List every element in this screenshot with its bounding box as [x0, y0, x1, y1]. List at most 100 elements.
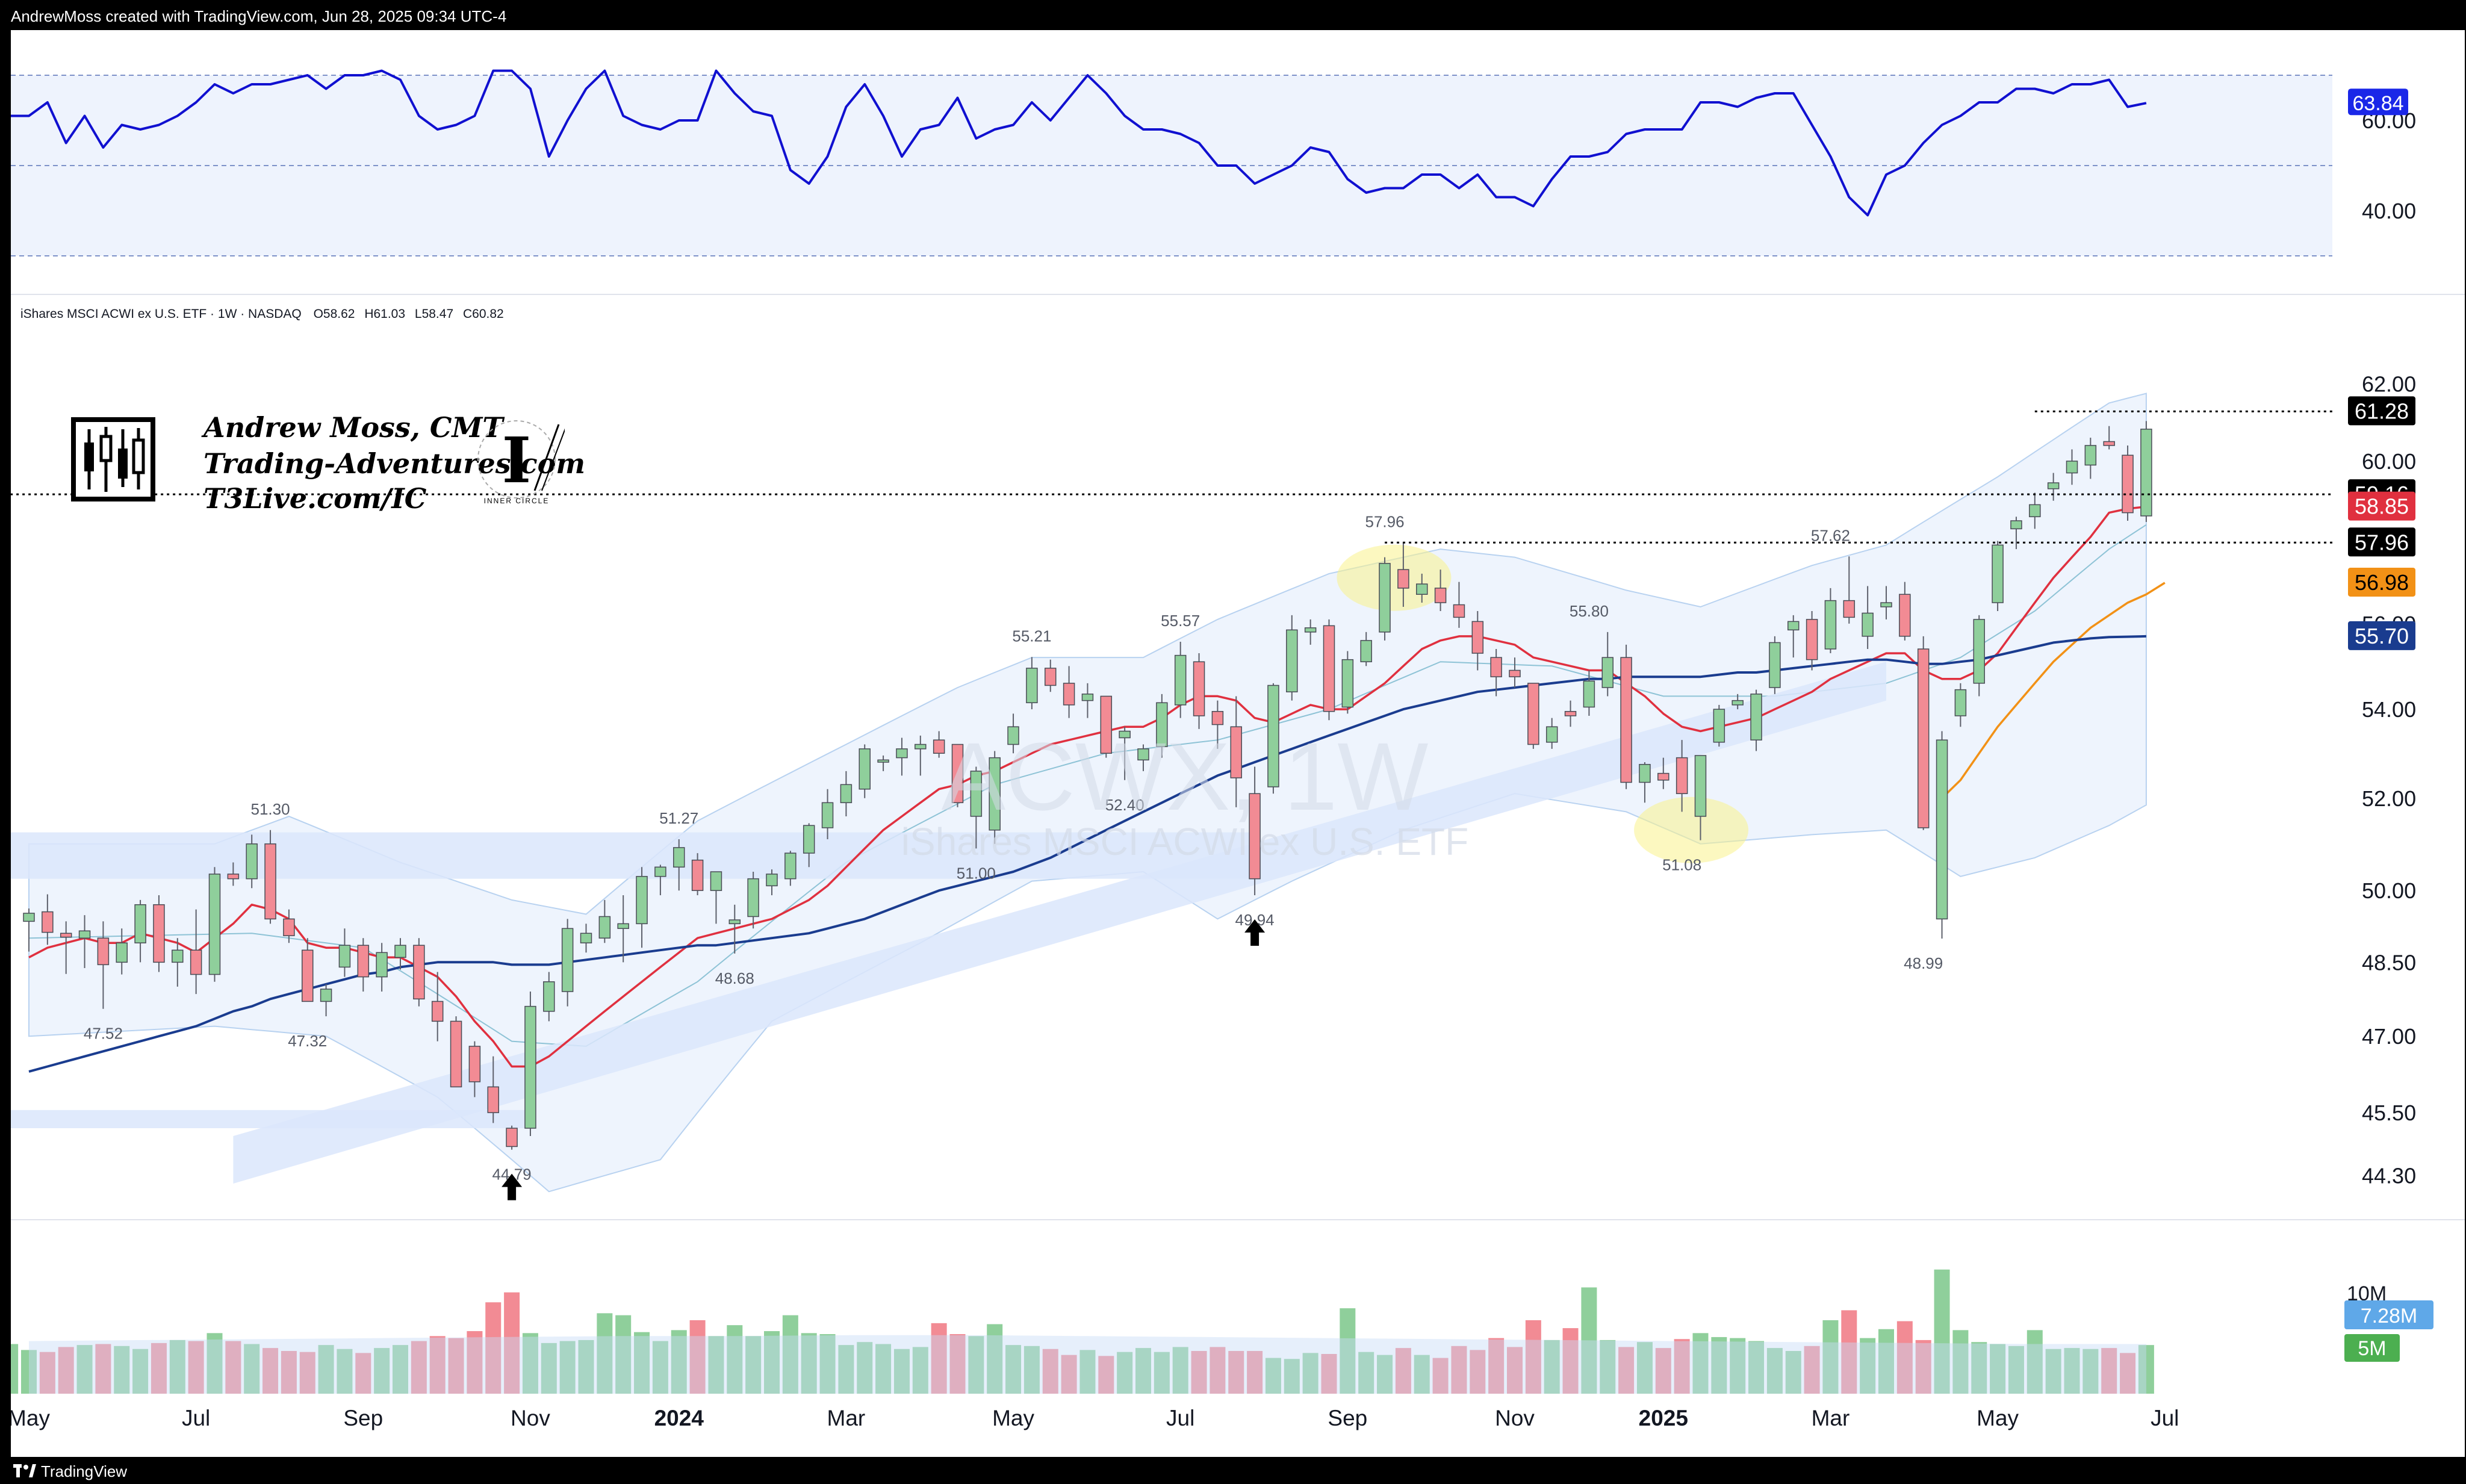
volume-current-badge — [2344, 1300, 2433, 1329]
price-annotation: 55.57 — [1161, 612, 1200, 630]
bottom-bar: TradingView — [0, 1457, 2466, 1484]
volume-bar — [1934, 1269, 1950, 1394]
candle-body — [951, 744, 964, 804]
time-tick-label: Jul — [2151, 1406, 2179, 1430]
volume-bar — [987, 1324, 1003, 1394]
volume-bar — [2082, 1349, 2099, 1394]
volume-bar — [1711, 1337, 1727, 1394]
volume-bar — [467, 1331, 483, 1394]
volume-bar — [931, 1323, 947, 1394]
candle-body — [302, 949, 314, 1002]
chart-svg[interactable]: 51.3047.5247.3244.7951.2748.6851.0052.40… — [11, 30, 2465, 1457]
volume-bar — [1785, 1351, 1801, 1394]
volume-bar — [689, 1320, 706, 1394]
candle-body — [1379, 563, 1391, 633]
inner-circle-logo-icon: I INNER CIRCLE — [468, 406, 565, 515]
volume-bar — [225, 1341, 241, 1394]
price-pane[interactable]: 51.3047.5247.3244.7951.2748.6851.0052.40… — [11, 393, 2332, 1200]
rsi-line — [11, 69, 2147, 217]
volume-bar — [1135, 1348, 1151, 1394]
candle-body — [1360, 640, 1372, 662]
candle-body — [915, 744, 927, 750]
candle-body — [1007, 726, 1019, 745]
price-tick-label: 60.00 — [2362, 449, 2416, 474]
volume-bar — [1340, 1308, 1356, 1394]
volume-bar — [2045, 1349, 2061, 1394]
volume-bar — [912, 1347, 928, 1394]
volume-bar — [1636, 1342, 1653, 1394]
volume-bar — [485, 1302, 502, 1394]
volume-bar — [1952, 1330, 1969, 1394]
rsi-current-badge — [2348, 88, 2408, 116]
candle-body — [1137, 748, 1149, 761]
candle-body — [2084, 445, 2097, 466]
rsi-pane[interactable] — [11, 69, 2332, 256]
rsi-current-label: 63.84 — [2352, 92, 2403, 115]
candle-body — [78, 930, 91, 939]
volume-bar — [652, 1341, 668, 1394]
candle-body — [877, 759, 889, 763]
candle-body — [246, 843, 258, 880]
chart-frame[interactable]: 51.3047.5247.3244.7951.2748.6851.0052.40… — [11, 30, 2465, 1457]
volume-current-label: 7.28M — [2361, 1305, 2418, 1327]
candle-body — [784, 852, 797, 880]
candle-body — [1583, 680, 1595, 708]
volume-bar — [782, 1315, 798, 1394]
volume-bar — [1191, 1351, 1207, 1394]
volume-bar — [1414, 1355, 1430, 1394]
volume-bar — [1507, 1347, 1523, 1394]
candle-body — [561, 928, 574, 992]
time-tick-label: Jul — [1166, 1406, 1194, 1430]
trend-channel — [233, 662, 1887, 1184]
candle-body — [1286, 629, 1298, 692]
volume-bar — [411, 1341, 427, 1394]
volume-bar — [58, 1347, 74, 1394]
volume-bar — [541, 1343, 557, 1394]
top-attribution-bar: AndrewMoss created with TradingView.com,… — [0, 0, 2466, 30]
volume-bar — [393, 1345, 408, 1394]
candle-body — [1434, 588, 1447, 603]
volume-ma-label: 5M — [2358, 1337, 2386, 1360]
volume-bar — [615, 1315, 632, 1394]
candle-body — [543, 981, 555, 1012]
volume-bar — [801, 1333, 817, 1394]
price-annotation: 47.52 — [84, 1025, 123, 1043]
candle-body — [1304, 627, 1317, 633]
volume-bar — [893, 1349, 910, 1394]
author-branding: Andrew Moss, CMT Trading-Adventures.com … — [59, 382, 601, 521]
candle-body — [1119, 730, 1131, 739]
volume-bar — [355, 1353, 371, 1394]
volume-bar — [559, 1341, 576, 1394]
volume-bar — [2064, 1348, 2080, 1394]
volume-bar — [1896, 1321, 1913, 1394]
candle-body — [803, 825, 815, 854]
volume-bar — [1172, 1347, 1188, 1394]
volume-bar — [374, 1348, 390, 1394]
volume-bar — [1600, 1340, 1616, 1394]
candle-body — [2047, 482, 2060, 489]
pane-separator — [11, 1219, 2465, 1220]
time-tick-label: 2024 — [654, 1406, 704, 1430]
candle-body — [747, 878, 759, 917]
up-arrow-icon — [1244, 919, 1266, 946]
price-annotation: 55.21 — [1012, 627, 1051, 645]
volume-pane[interactable] — [11, 1269, 2154, 1394]
moving-average-line — [1941, 582, 2166, 799]
price-annotation: 48.99 — [1904, 954, 1943, 972]
volume-bar — [1117, 1352, 1133, 1394]
candle-body — [116, 942, 128, 963]
price-annotation: 51.27 — [659, 809, 698, 827]
candle-body — [1193, 661, 1205, 716]
volume-bar — [1692, 1333, 1709, 1394]
candle-body — [60, 933, 72, 938]
bollinger-cloud — [28, 393, 2147, 1193]
price-annotation: 51.08 — [1662, 856, 1701, 874]
volume-bar — [1432, 1358, 1449, 1394]
volume-bar — [634, 1332, 650, 1394]
volume-bar — [727, 1325, 743, 1394]
volume-bar — [1822, 1320, 1839, 1394]
candle-body — [598, 916, 611, 939]
ema-mid-badge — [2348, 567, 2415, 597]
volume-bar — [597, 1313, 613, 1394]
candle-body — [2140, 429, 2152, 517]
